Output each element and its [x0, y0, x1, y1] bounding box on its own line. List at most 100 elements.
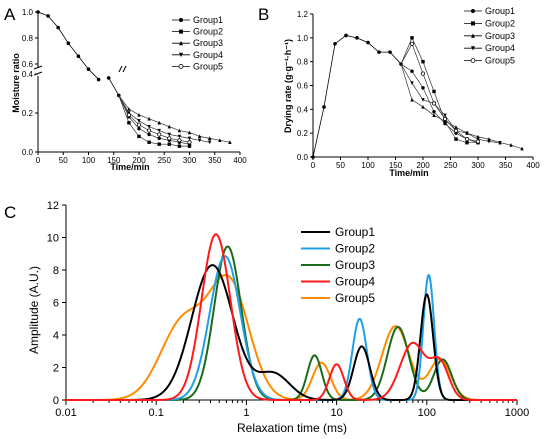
panel-a-y-tick-label: 0.8	[22, 34, 34, 43]
panel-b-series-line	[400, 63, 501, 144]
panel-a-x-tick-label: 400	[233, 156, 247, 165]
panel-a-x-tick-label: 200	[132, 156, 146, 165]
panel-b-x-tick-label: 200	[416, 161, 430, 170]
panel-b-ylabel: Drying rate (g·g⁻¹·h⁻¹)	[283, 39, 293, 133]
panel-c-ylabel: Amplitude (A.U.)	[27, 266, 41, 354]
panel-b-y-tick-label: 0.0	[297, 153, 309, 162]
panel-a-y-tick-label: 0.6	[22, 60, 34, 69]
panel-a-legend-label: Group4	[193, 50, 223, 60]
panel-c-x-tick-label: 10	[330, 407, 342, 419]
panel-c-x-tick-label: 1000	[505, 407, 529, 419]
panel-b-x-tick-label: 400	[526, 161, 540, 170]
panel-b-point	[410, 36, 414, 40]
panel-b-point	[432, 113, 436, 117]
panel-c-legend-label: Group1	[335, 225, 375, 239]
panel-a-point	[177, 134, 182, 139]
panel-a-shared-line-lower	[108, 77, 120, 96]
panel-b-x-tick-label: 0	[311, 161, 316, 170]
panel-c-y-tick-label: 6	[53, 298, 59, 310]
panel-b-legend-marker	[471, 9, 475, 13]
panel-a-x-tick-label: 250	[158, 156, 172, 165]
panel-b-legend-marker	[471, 21, 475, 26]
panel-b-shared-point	[333, 41, 337, 46]
panel-a-point	[157, 142, 161, 146]
panel-b-series-line	[400, 42, 479, 142]
panel-a-point	[157, 132, 162, 137]
panel-a-point	[177, 144, 182, 148]
panel-a-point	[208, 136, 212, 141]
panel-b-point	[465, 131, 469, 136]
panel-b-y-tick-label: 0.4	[297, 105, 309, 114]
panel-a-point	[187, 140, 192, 145]
panel-label-a: A	[4, 5, 16, 24]
panel-a-x-tick-label: 100	[82, 156, 96, 165]
panel-a-ylabel: Moisture ratio	[11, 53, 21, 113]
panel-b-point	[421, 86, 425, 90]
panel-a-y-tick-label: 0.2	[22, 109, 34, 118]
panel-a-point	[218, 138, 222, 142]
panel-a-xlabel: Time/min	[110, 162, 149, 172]
panel-c-series-line-group5	[65, 273, 518, 401]
panel-a-point	[167, 124, 171, 129]
panel-a-point	[208, 140, 212, 145]
panel-a-legend-marker	[179, 29, 183, 34]
panel-a-point	[127, 107, 131, 111]
panel-b-xlabel: Time/min	[389, 168, 428, 178]
panel-a-point	[136, 122, 142, 127]
panel-a-point	[197, 134, 202, 139]
panel-a-shared-point	[56, 25, 60, 30]
panel-a-shared-point	[76, 54, 81, 58]
panel-b-legend-label: Group5	[485, 56, 515, 66]
panel-b-series-line	[400, 63, 479, 144]
panel-c-legend-label: Group2	[335, 242, 375, 256]
panel-a-series-line	[118, 95, 230, 143]
panel-c-series-line-group4	[65, 233, 518, 401]
panel-b-x-tick-label: 350	[499, 161, 513, 170]
panel-b-legend-marker	[471, 33, 475, 38]
panel-b-point	[498, 141, 502, 145]
panel-b-shared-point	[366, 40, 370, 45]
panel-b-shared-point	[344, 33, 348, 38]
panel-a-legend-marker	[178, 64, 184, 69]
panel-b-plot: 0 50 100 150 200 250 300 350 400 0.0 0.2 0.4 0.6 0.8 1…	[297, 6, 540, 170]
panel-a-series-line	[118, 95, 190, 145]
panel-b-y-tick-label: 1.2	[297, 10, 309, 19]
panel-a-point	[187, 136, 192, 141]
panel-b-shared-point	[322, 105, 326, 109]
panel-a-point	[167, 136, 172, 141]
panel-b-legend-label: Group3	[485, 31, 515, 41]
panel-b-x-tick-label: 250	[444, 161, 458, 170]
panel-b-point	[432, 89, 436, 94]
panel-a-legend-marker	[179, 18, 183, 22]
panel-a-y-tick-label: 0.4	[22, 70, 34, 79]
panel-c-legend-label: Group4	[335, 275, 375, 289]
panel-c-x-tick-label: 1	[243, 407, 249, 419]
panel-c-plot: 0.01 0.1 1 10 100 1000 0 2 4 6 8 10 12 Group1 Group2 Gr…	[47, 200, 529, 419]
panel-b-x-tick-label: 50	[336, 161, 345, 170]
panel-c-y-tick-label: 4	[53, 330, 59, 342]
panel-b-x-tick-label: 150	[389, 161, 403, 170]
panel-a-plot: 0 50 100 150 200 250 300 350 400 0.0 0.2 0.40.6 0.8 1…	[22, 8, 247, 165]
panel-b-legend-label: Group4	[485, 43, 515, 53]
panel-c-y-tick-label: 2	[53, 363, 59, 375]
panel-a-point	[167, 132, 171, 137]
panel-b-y-tick-label: 1.0	[297, 34, 309, 43]
panel-a-shared-point	[46, 14, 50, 18]
panel-a-point	[126, 112, 131, 118]
panel-b-legend-label: Group1	[485, 6, 515, 16]
panel-a-x-tick-label: 350	[208, 156, 222, 165]
panel-a-legend-label: Group2	[193, 27, 223, 37]
panel-a-point	[147, 116, 151, 121]
panel-b-point	[454, 137, 458, 141]
panel-b-point	[420, 71, 426, 76]
panel-b-point	[421, 98, 425, 102]
panel-a-shared-point	[106, 76, 111, 80]
panel-b-point	[410, 97, 414, 102]
panel-b-legend-marker	[471, 46, 475, 51]
panel-a-shared-point	[66, 41, 71, 45]
panel-a-shared-point	[96, 77, 101, 82]
panel-a-y-tick-label: 1.0	[22, 8, 34, 17]
panel-a-point	[187, 130, 192, 135]
panel-a-legend-marker	[179, 52, 183, 58]
panel-b-point	[464, 137, 470, 142]
